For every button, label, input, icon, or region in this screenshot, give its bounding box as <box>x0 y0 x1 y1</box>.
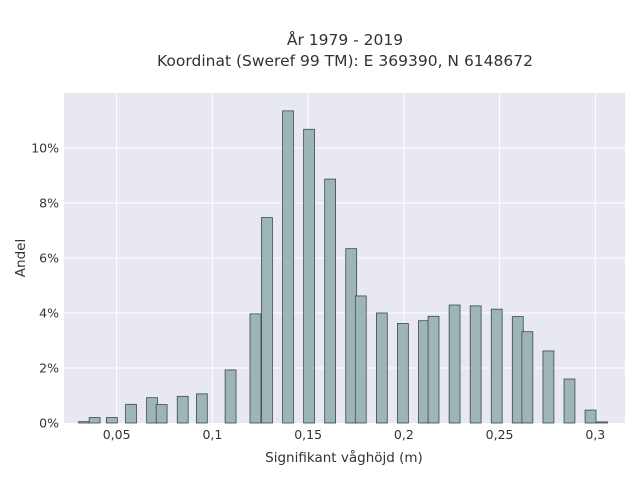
histogram-bar <box>490 308 503 424</box>
chart-title-line2: Koordinat (Sweref 99 TM): E 369390, N 61… <box>157 52 533 70</box>
histogram-bar <box>354 295 367 424</box>
histogram-bar <box>397 323 409 424</box>
histogram-bar <box>427 315 440 424</box>
histogram-bar <box>155 404 168 424</box>
y-tick-labels: 0% 2% 4% 6% 8% 10% <box>31 141 59 431</box>
histogram-bar <box>469 305 482 424</box>
x-tick-label: 0,2 <box>394 427 414 442</box>
y-tick-label: 8% <box>39 196 59 211</box>
x-tick-label: 0,15 <box>294 427 322 442</box>
histogram-bar <box>261 217 273 424</box>
histogram-bar <box>125 403 137 424</box>
histogram-bar <box>224 369 237 424</box>
histogram-bar <box>563 378 576 424</box>
histogram-bar <box>176 395 189 424</box>
histogram-bar <box>195 393 208 424</box>
histogram-bar <box>448 304 461 424</box>
y-tick-label: 0% <box>39 416 59 431</box>
x-tick-label: 0,05 <box>103 427 131 442</box>
bars <box>78 110 608 424</box>
histogram-bar <box>249 313 262 424</box>
histogram-bar <box>596 421 608 424</box>
histogram-bar <box>542 350 555 424</box>
chart-title-line1: År 1979 - 2019 <box>287 30 403 49</box>
x-tick-label: 0,25 <box>486 427 514 442</box>
x-tick-label: 0,1 <box>202 427 222 442</box>
histogram-bar <box>78 421 90 424</box>
histogram-bar <box>521 331 534 424</box>
x-axis-label: Signifikant våghöjd (m) <box>265 449 423 466</box>
x-tick-labels: 0,05 0,1 0,15 0,2 0,25 0,3 <box>103 427 606 442</box>
y-tick-label: 6% <box>39 251 59 266</box>
histogram-bar <box>88 417 101 424</box>
histogram-bar <box>303 128 315 424</box>
y-tick-label: 10% <box>31 141 59 156</box>
histogram-bar <box>106 417 118 424</box>
histogram-bar <box>282 110 294 424</box>
x-tick-label: 0,3 <box>585 427 605 442</box>
y-axis-label: Andel <box>13 239 29 277</box>
histogram-bar <box>584 409 597 424</box>
y-tick-label: 2% <box>39 361 59 376</box>
y-tick-label: 4% <box>39 306 59 321</box>
histogram-bar <box>375 312 388 424</box>
histogram-bar <box>324 178 336 424</box>
